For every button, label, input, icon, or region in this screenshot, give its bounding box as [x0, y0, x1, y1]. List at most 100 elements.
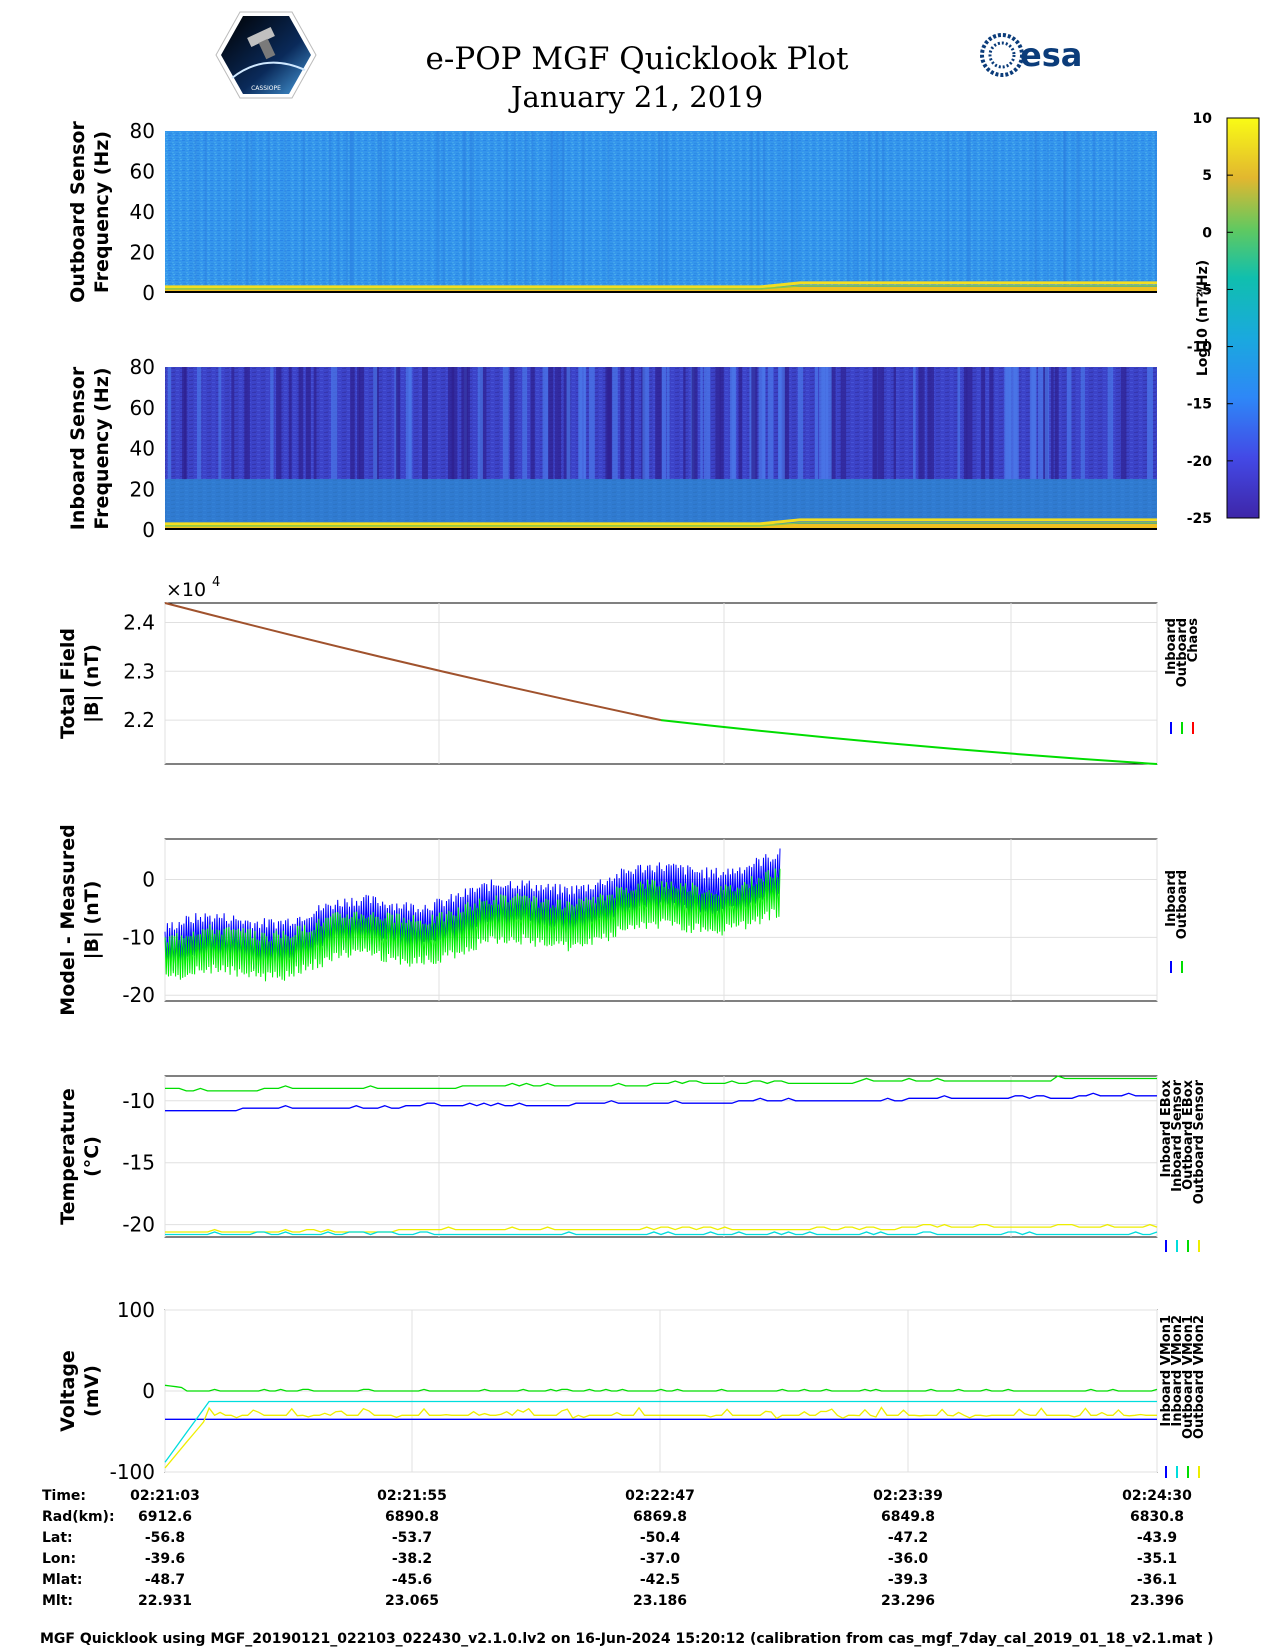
spectrogram-column	[328, 131, 331, 293]
spectrogram-column	[763, 131, 766, 293]
spectrogram-column	[298, 367, 304, 480]
spectrogram-column	[918, 367, 925, 480]
colorbar: 10 5 0 -5 -10 -15 -20 -25 Log10 (nT²/Hz)	[1187, 111, 1260, 527]
ephemeris-value: 6890.8	[385, 1509, 439, 1525]
spectrogram-column	[588, 367, 595, 480]
spectrogram-column	[1120, 367, 1127, 480]
y-axis-label: Temperature (°C)	[57, 1088, 103, 1225]
y-tick-label: -20	[122, 1213, 155, 1237]
spectrogram-column	[738, 367, 743, 480]
y-tick-label: -10	[122, 925, 155, 949]
y-axis-label: Model - Measured |B| (nT)	[57, 824, 103, 1015]
ephemeris-value: -36.0	[888, 1551, 929, 1567]
spectrogram-low-band	[165, 479, 1157, 530]
spectrogram-column	[1034, 131, 1037, 293]
spectrogram-column	[270, 367, 274, 480]
y-tick-label: 40	[130, 437, 155, 461]
spectrogram-column	[703, 367, 711, 480]
footer-caption: MGF Quicklook using MGF_20190121_022103_…	[40, 1631, 1214, 1647]
spectrogram-column	[713, 131, 716, 293]
spectrogram-column	[1077, 131, 1080, 293]
colorbar-tick-label: -20	[1187, 454, 1213, 470]
spectrogram-column	[246, 131, 249, 293]
spectrogram-column	[642, 367, 650, 480]
x-tick-time-label: 02:21:03	[130, 1488, 200, 1504]
spectrogram-column	[1107, 367, 1114, 480]
ephemeris-value: 23.296	[881, 1593, 935, 1609]
spectrogram-column	[184, 367, 188, 480]
spectrogram-column	[513, 131, 516, 293]
spectrogram-column	[393, 131, 396, 293]
ephemeris-value: -39.6	[145, 1551, 185, 1567]
spectrogram-column	[963, 367, 968, 480]
spectrogram-column	[661, 367, 667, 480]
spectrogram-column	[1147, 367, 1154, 480]
ephemeris-value: -38.2	[392, 1551, 432, 1567]
y-axis-label-line: Frequency (Hz)	[91, 367, 113, 529]
spectrogram-column	[566, 367, 571, 480]
y-axis-label-line: Outboard Sensor	[67, 121, 89, 303]
spectrogram-column	[346, 131, 349, 293]
x-tick-time-label: 02:24:30	[1122, 1488, 1192, 1504]
spectrogram-column	[408, 367, 413, 480]
spectrogram-column	[276, 367, 282, 480]
ephemeris-value: 23.065	[385, 1593, 439, 1609]
spectrogram-column	[691, 367, 698, 480]
spectrogram-column	[981, 367, 985, 480]
spectrogram-column	[1114, 131, 1117, 293]
spectrogram-column	[437, 131, 440, 293]
spectrogram-column	[477, 367, 483, 480]
spectrogram-column	[550, 131, 553, 293]
spectrogram-column	[377, 131, 380, 293]
y-tick-label: 0	[142, 518, 155, 542]
spectrogram-column	[313, 367, 317, 480]
spectrogram-column	[480, 367, 487, 480]
y-tick-label: 2.3	[123, 659, 155, 683]
spectrogram-harmonic-line	[165, 522, 1157, 527]
spectrogram-column	[235, 131, 238, 293]
panel-outboard-spectrogram: 0 20 40 60 80 Outboard Sensor Frequency (Hz)	[67, 119, 1157, 305]
spectrogram-column	[1062, 131, 1065, 293]
spectrogram-column	[767, 367, 774, 480]
spectrogram-column	[470, 131, 473, 293]
ephemeris-row-label: Time:	[42, 1488, 86, 1504]
legend-entry: Outboard	[1175, 618, 1190, 687]
spectrogram-column	[1050, 367, 1054, 480]
spectrogram-column	[927, 367, 935, 480]
ephemeris-table: Time: Rad(km): Lat: Lon: Mlat: Mlt: 02:21:03 69…	[42, 1488, 1192, 1609]
spectrogram-column	[795, 131, 798, 293]
spectrogram-column	[658, 131, 661, 293]
series-line	[165, 1092, 1157, 1112]
spectrogram-column	[267, 131, 270, 293]
spectrogram-column	[530, 367, 535, 480]
panel-temperature: -10 -15 -20 Temperature (°C) Inboard EBoxInbo…	[57, 1075, 1207, 1252]
y-tick-label: -100	[110, 1460, 155, 1484]
spectrogram-column	[882, 131, 885, 293]
spectrogram-column	[218, 367, 222, 480]
colorbar-tick-label: -25	[1187, 511, 1212, 527]
y-tick-label: 2.2	[123, 708, 155, 732]
y-tick-label: 20	[130, 477, 155, 501]
spectrogram-column	[666, 367, 670, 480]
ephemeris-row-label: Lat:	[42, 1530, 73, 1546]
spectrogram-column	[1066, 367, 1072, 480]
spectrogram-column	[607, 131, 610, 293]
panel-model-minus-measured: 0 -10 -20 Model - Measured |B| (nT) InboardOu…	[57, 824, 1190, 1015]
plot-title: e-POP MGF Quicklook Plot	[426, 41, 849, 77]
spectrogram-column	[655, 367, 662, 480]
spectrogram-column	[1131, 131, 1134, 293]
panel-inboard-spectrogram: 0 20 40 60 80 Inboard Sensor Frequency (Hz)	[67, 355, 1157, 542]
legend-entry: Outboard VMon2	[1192, 1315, 1207, 1439]
spectrogram-column	[875, 131, 878, 293]
ephemeris-row-label: Mlt:	[42, 1593, 73, 1609]
y-tick-label: 80	[130, 119, 155, 143]
spectrogram-column	[578, 367, 582, 480]
spectrogram-column	[1154, 131, 1157, 293]
spectrogram-column	[620, 367, 625, 480]
spectrogram-column	[464, 131, 467, 293]
ephemeris-value: -50.4	[640, 1530, 681, 1546]
series-line	[165, 1231, 1158, 1236]
ephemeris-value: 22.931	[138, 1593, 192, 1609]
spectrogram-column	[305, 367, 311, 480]
